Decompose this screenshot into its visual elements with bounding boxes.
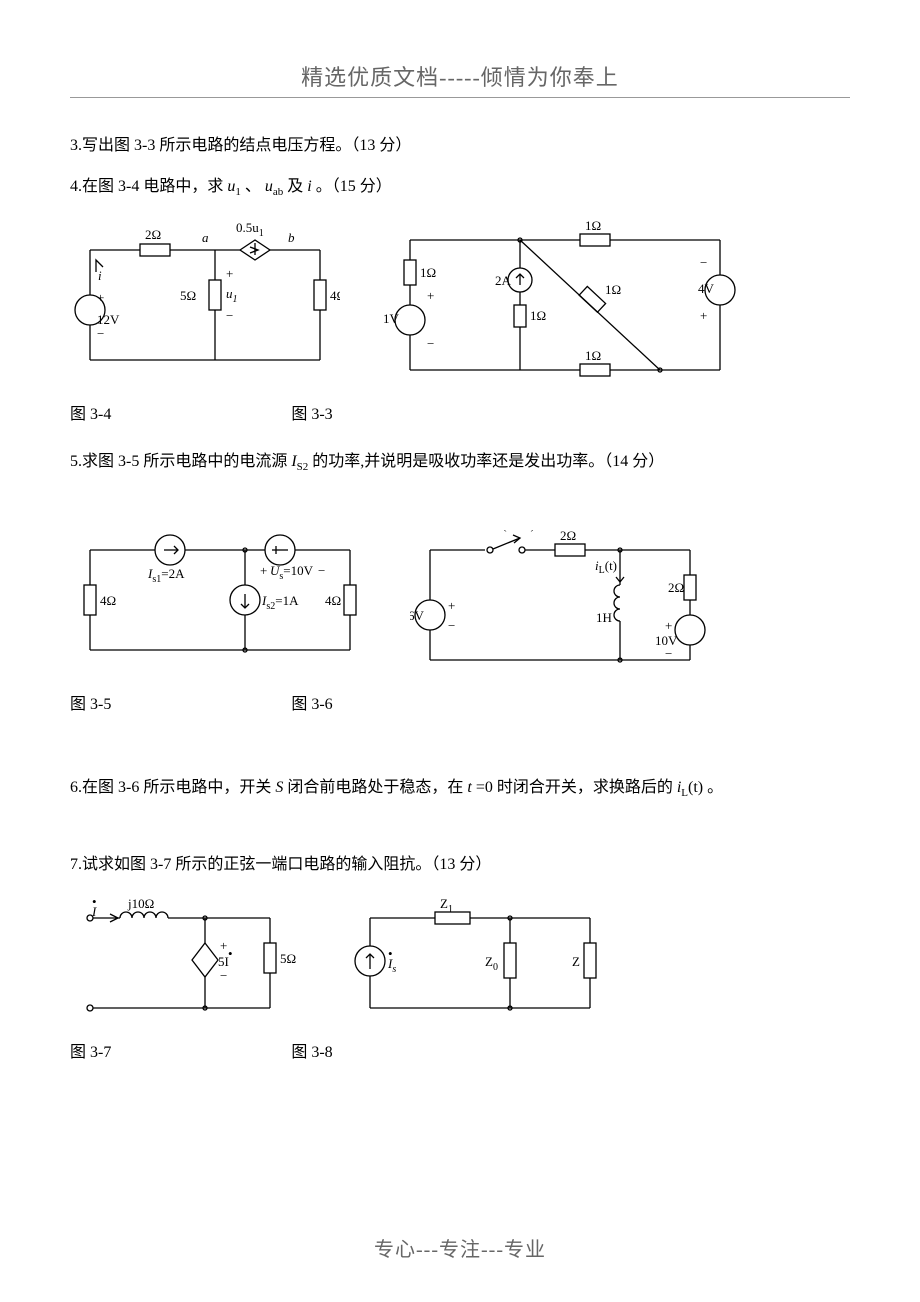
f35-rr: 4Ω [325, 593, 341, 608]
caption-row-3: 图 3-7 图 3-8 [70, 1038, 850, 1062]
f35-is2: Is2=1A [261, 593, 299, 612]
q4-sep2: 及 [287, 178, 307, 195]
f37-ilabel: I [91, 904, 97, 919]
q6-suffix: 。 [707, 779, 723, 796]
caption-3-6: 图 3-6 [291, 690, 332, 714]
caption-row-2: 图 3-5 图 3-6 [70, 690, 850, 714]
q5-is2-sub: S2 [297, 461, 309, 473]
q6-mid2: =0 时闭合开关，求换路后的 [476, 779, 673, 796]
figure-3-7: • I j10Ω + 5I • − 5Ω [70, 898, 300, 1028]
f34-r-top: 2Ω [145, 227, 161, 242]
q5-prefix: 5.求图 3-5 所示电路中的电流源 [70, 453, 287, 470]
f34-vs-minus: − [97, 326, 104, 341]
caption-3-8: 图 3-8 [291, 1038, 332, 1062]
q4-suffix: 。（15 分） [316, 178, 392, 195]
f35-rl: 4Ω [100, 593, 116, 608]
f36-vs1m: − [448, 618, 455, 633]
f34-u1: u1 [226, 286, 238, 305]
f33-rtop: 1Ω [585, 220, 601, 233]
f36-L: 1H [596, 610, 612, 625]
f38-z0: Z0 [485, 954, 498, 973]
f33-r1: 1Ω [420, 265, 436, 280]
q4-uab: u [265, 178, 273, 195]
f37-ccvsm: − [220, 968, 227, 983]
q4-uab-sub: ab [273, 186, 283, 198]
caption-3-3: 图 3-3 [291, 400, 332, 424]
caption-3-5: 图 3-5 [70, 690, 111, 714]
question-4: 4.在图 3-4 电路中，求 u1 、 uab 及 i 。（15 分） [70, 169, 850, 204]
f36-switch: S(t = 0) [495, 530, 535, 532]
f36-il: iL(t) [595, 558, 617, 576]
f38-is: Is [387, 956, 396, 975]
figure-row-3: • I j10Ω + 5I • − 5Ω [70, 898, 850, 1028]
q6-prefix: 6.在图 3-6 所示电路中，开关 [70, 779, 275, 796]
q6-mid: 闭合前电路处于稳态，在 [287, 779, 467, 796]
q4-i: i [307, 178, 311, 195]
question-6: 6.在图 3-6 所示电路中，开关 S 闭合前电路处于稳态，在 t =0 时闭合… [70, 770, 850, 805]
q5-suffix: 的功率,并说明是吸收功率还是发出功率。（14 分） [312, 453, 664, 470]
page-footer: 专心---专注---专业 [0, 1233, 920, 1262]
f38-z: Z [572, 954, 580, 969]
figure-3-8: Z1 • Is Z0 Z [340, 898, 620, 1028]
f33-rdiag: 1Ω [605, 282, 621, 297]
f33-rbot: 1Ω [585, 348, 601, 363]
figure-3-3: 1Ω + 1V − 2A 1Ω 1Ω − 4V [380, 220, 750, 390]
f36-vs2p: + [665, 618, 672, 633]
f33-vs2p: + [700, 308, 707, 323]
caption-3-7: 图 3-7 [70, 1038, 111, 1062]
f37-ccvsd: • [228, 946, 233, 961]
question-3: 3.写出图 3-3 所示电路的结点电压方程。（13 分） [70, 128, 850, 163]
f35-usm: − [318, 563, 325, 578]
f34-r-right: 4Ω [330, 288, 340, 303]
page: 精选优质文档-----倾情为你奉上 3.写出图 3-3 所示电路的结点电压方程。… [0, 0, 920, 1302]
q4-u1-sub: 1 [235, 186, 241, 198]
f33-vs2v: 4V [698, 281, 715, 296]
header-divider [70, 97, 850, 98]
f34-node-b: b [288, 230, 295, 245]
f34-node-a: a [202, 230, 209, 245]
f33-cs: 2A [495, 273, 512, 288]
f35-usp: + [260, 563, 267, 578]
f33-vs1v: 1V [383, 311, 400, 326]
caption-row-1: 图 3-4 图 3-3 [70, 400, 850, 424]
f34-ccvs: 0.5u1 [236, 220, 264, 239]
f33-vs2m: − [700, 255, 707, 270]
f34-vs-plus: + [97, 290, 104, 305]
page-header: 精选优质文档-----倾情为你奉上 [70, 60, 850, 92]
figure-3-6: S(t = 0) 2Ω 2Ω + 10V − + 6V − iL(t [410, 530, 720, 680]
q4-prefix: 4.在图 3-4 电路中，求 [70, 178, 223, 195]
q6-iL-arg: (t) [688, 779, 703, 796]
f33-vs1p: + [427, 288, 434, 303]
f36-vs1p: + [448, 598, 455, 613]
f37-jL: j10Ω [127, 898, 154, 911]
f35-is1: Is1=2A [147, 566, 185, 585]
f36-rr: 2Ω [668, 580, 684, 595]
question-5: 5.求图 3-5 所示电路中的电流源 IS2 的功率,并说明是吸收功率还是发出功… [70, 444, 850, 479]
f37-r: 5Ω [280, 951, 296, 966]
f36-vs1v: 6V [410, 608, 425, 623]
f34-i: i [98, 268, 102, 283]
f36-vs2m: − [665, 646, 672, 661]
figure-row-2: Is1=2A + Us=10V − 4Ω 4Ω Is2=1A [70, 530, 850, 680]
figure-3-5: Is1=2A + Us=10V − 4Ω 4Ω Is2=1A [70, 530, 370, 670]
f33-r-lower: 1Ω [530, 308, 546, 323]
f34-r-mid: 5Ω [180, 288, 196, 303]
figure-3-4: 2Ω a 0.5u1 b 4Ω i + 12V − [70, 220, 340, 390]
f33-vs1m: − [427, 336, 434, 351]
q4-sep1: 、 [245, 178, 261, 195]
f36-rtop: 2Ω [560, 530, 576, 543]
f34-u1p: + [226, 266, 233, 281]
f35-us: Us=10V [270, 563, 314, 582]
caption-3-4: 图 3-4 [70, 400, 111, 424]
q6-t: t [467, 779, 471, 796]
q6-S: S [275, 779, 283, 796]
f37-ccvsp: + [220, 938, 227, 953]
f34-vs-val: 12V [97, 312, 120, 327]
question-7: 7.试求如图 3-7 所示的正弦一端口电路的输入阻抗。（13 分） [70, 847, 850, 882]
figure-row-1: 2Ω a 0.5u1 b 4Ω i + 12V − [70, 220, 850, 390]
f34-u1m: − [226, 308, 233, 323]
